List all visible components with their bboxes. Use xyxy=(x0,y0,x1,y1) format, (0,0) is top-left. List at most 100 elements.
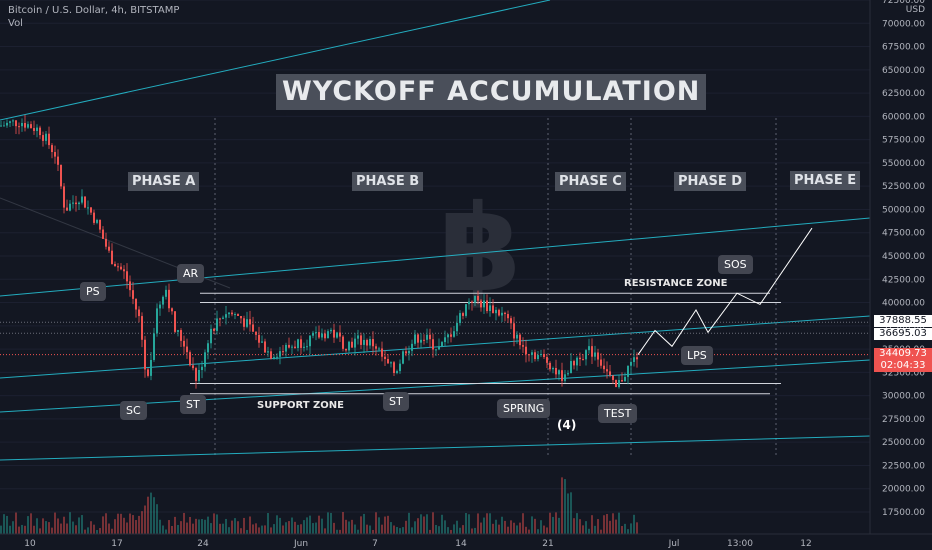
price-tick-label: 42500.00 xyxy=(882,275,925,285)
candle-body xyxy=(36,127,38,131)
volume-bar xyxy=(420,514,422,534)
price-tick-label: 45000.00 xyxy=(882,252,925,262)
volume-bar xyxy=(360,516,362,534)
candle-body xyxy=(240,316,242,319)
candle-body xyxy=(120,266,122,270)
candle-body xyxy=(60,164,62,187)
candle-body xyxy=(399,363,401,372)
volume-bar xyxy=(39,528,41,534)
candle-body xyxy=(417,334,419,343)
volume-bar xyxy=(168,520,170,534)
volume-bar xyxy=(42,518,44,534)
volume-bar xyxy=(57,518,59,534)
volume-bar xyxy=(237,521,239,534)
candle-body xyxy=(309,335,311,347)
candle-body xyxy=(477,295,479,301)
volume-bar xyxy=(621,526,623,534)
candle-body xyxy=(54,152,56,157)
volume-bar xyxy=(465,512,467,534)
candle-body xyxy=(153,333,155,360)
candle-body xyxy=(249,319,251,325)
candle-body xyxy=(567,373,569,375)
candle-body xyxy=(456,323,458,332)
volume-bar xyxy=(117,513,119,534)
volume-bar xyxy=(162,525,164,534)
candle-body xyxy=(321,333,323,338)
candle-body xyxy=(180,330,182,341)
volume-bar xyxy=(327,512,329,534)
volume-bar xyxy=(138,515,140,534)
volume-bar xyxy=(561,477,563,534)
volume-bar xyxy=(177,524,179,534)
volume-bar xyxy=(3,514,5,534)
candle-body xyxy=(3,125,5,127)
candle-body xyxy=(126,271,128,282)
volume-bar xyxy=(399,528,401,534)
candle-body xyxy=(324,333,326,339)
candle-body xyxy=(105,238,107,247)
volume-bar xyxy=(111,528,113,534)
candle-body xyxy=(615,379,617,388)
volume-bar xyxy=(375,512,377,534)
volume-bar xyxy=(381,524,383,534)
candle-body xyxy=(387,359,389,364)
volume-bar xyxy=(0,525,2,534)
phase-c-label: PHASE C xyxy=(555,172,626,191)
candle-body xyxy=(141,316,143,340)
volume-bar xyxy=(306,517,308,534)
volume-bar xyxy=(108,523,110,534)
volume-bar xyxy=(36,518,38,534)
candle-body xyxy=(264,341,266,353)
volume-bar xyxy=(276,515,278,534)
volume-bar xyxy=(114,519,116,534)
candle-body xyxy=(624,376,626,382)
candle-body xyxy=(363,339,365,345)
candle-body xyxy=(513,323,515,339)
volume-bar xyxy=(201,519,203,534)
volume-bar xyxy=(126,522,128,534)
candle-body xyxy=(579,357,581,360)
volume-bar xyxy=(342,512,344,534)
volume-bar xyxy=(435,524,437,534)
volume-bar xyxy=(540,520,542,534)
price-tick-label: 72500.00 xyxy=(882,0,925,6)
wave-count-label: (4) xyxy=(557,418,577,432)
candle-body xyxy=(147,369,149,376)
candle-body xyxy=(39,127,41,136)
volume-bar xyxy=(513,522,515,534)
candle-body xyxy=(267,351,269,353)
candle-body xyxy=(315,332,317,334)
current-price: 34409.73 xyxy=(879,348,927,359)
time-tick-label: 14 xyxy=(455,539,467,549)
phase-b-label: PHASE B xyxy=(352,172,424,191)
candle-body xyxy=(306,346,308,348)
volume-bar xyxy=(612,513,614,534)
candle-body xyxy=(393,362,395,374)
time-tick-label: 12 xyxy=(800,539,811,549)
candle-body xyxy=(552,367,554,370)
phase-divider-lines xyxy=(214,118,777,458)
volume-bar xyxy=(75,525,77,534)
volume-bar xyxy=(312,523,314,534)
volume-bar xyxy=(606,513,608,534)
trend-channel-line xyxy=(0,435,871,461)
candle-body xyxy=(261,341,263,343)
volume-bar xyxy=(573,518,575,534)
volume-bar xyxy=(261,525,263,534)
current-price-tag: 34409.73 02:04:33 xyxy=(874,348,932,372)
volume-bar xyxy=(102,516,104,534)
volume-bar xyxy=(588,528,590,534)
candle-body xyxy=(429,334,431,340)
chart-header: Bitcoin / U.S. Dollar, 4h, BITSTAMP Vol xyxy=(8,4,179,30)
candle-body xyxy=(303,346,305,348)
price-tick-label: 20000.00 xyxy=(882,485,925,495)
candle-body xyxy=(222,317,224,319)
candle-body xyxy=(354,338,356,348)
volume-bar xyxy=(69,512,71,534)
volume-bar xyxy=(615,519,617,534)
trend-channel-line xyxy=(0,0,551,121)
volume-bar xyxy=(384,516,386,534)
candle-body xyxy=(576,357,578,366)
candle-body xyxy=(27,124,29,128)
